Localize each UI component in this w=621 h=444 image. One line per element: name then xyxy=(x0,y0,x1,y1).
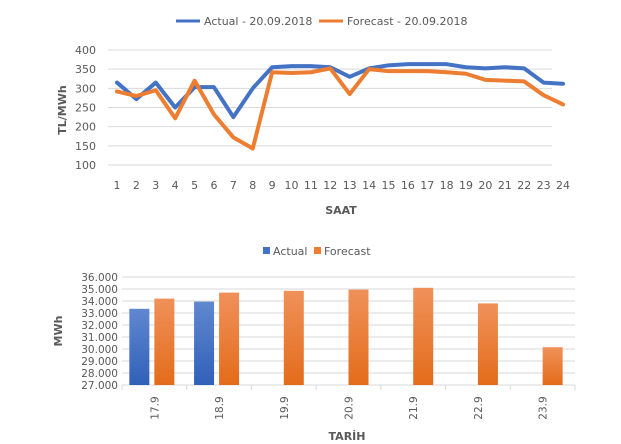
x-tick-label: 8 xyxy=(249,179,256,192)
series-line-forecast xyxy=(115,66,565,151)
x-tick-label: 6 xyxy=(210,179,217,192)
x-tick-label: 19.9 xyxy=(279,396,291,419)
bar-actual xyxy=(129,308,150,385)
y-tick-label: 150 xyxy=(75,140,96,153)
x-tick-label: 16 xyxy=(401,179,415,192)
x-axis-title: SAAT xyxy=(325,204,357,217)
legend-label: Actual - 20.09.2018 xyxy=(204,15,312,28)
bar-forecast xyxy=(542,347,563,385)
x-tick-label: 18.9 xyxy=(214,396,226,419)
x-tick-label: 22.9 xyxy=(473,396,485,419)
x-tick-label: 22 xyxy=(517,179,531,192)
series-line-actual xyxy=(115,62,565,120)
legend-swatch xyxy=(314,247,321,254)
x-tick-label: 3 xyxy=(152,179,159,192)
x-tick-label: 18 xyxy=(440,179,454,192)
y-tick-label: 300 xyxy=(75,82,96,95)
x-tick-label: 20.9 xyxy=(344,396,356,419)
y-tick-label: 30.000 xyxy=(81,344,118,356)
y-tick-label: 350 xyxy=(75,63,96,76)
y-tick-label: 34.000 xyxy=(81,296,118,308)
y-tick-label: 33.000 xyxy=(81,308,118,320)
bar-forecast xyxy=(348,289,369,385)
bar-forecast xyxy=(477,303,498,385)
x-tick-label: 14 xyxy=(362,179,376,192)
x-tick-label: 17 xyxy=(420,179,434,192)
x-tick-label: 21 xyxy=(498,179,512,192)
bar-forecast xyxy=(283,290,304,385)
x-tick-label: 11 xyxy=(304,179,318,192)
x-tick-label: 15 xyxy=(381,179,395,192)
y-tick-label: 29.000 xyxy=(81,356,118,368)
y-tick-label: 100 xyxy=(75,159,96,172)
y-tick-label: 36.000 xyxy=(81,272,118,284)
x-tick-label: 19 xyxy=(459,179,473,192)
y-tick-label: 35.000 xyxy=(81,284,118,296)
bar-forecast xyxy=(219,292,240,385)
y-tick-label: 250 xyxy=(75,102,96,115)
x-tick-label: 1 xyxy=(114,179,121,192)
x-tick-label: 9 xyxy=(269,179,276,192)
x-tick-label: 10 xyxy=(285,179,299,192)
y-axis-title: TL/MWh xyxy=(56,85,69,134)
y-tick-label: 27.000 xyxy=(81,380,118,392)
x-tick-label: 24 xyxy=(556,179,570,192)
bar-forecast xyxy=(413,287,434,385)
bar-forecast xyxy=(154,298,175,385)
y-axis-title: MWh xyxy=(52,316,65,347)
legend-swatch xyxy=(263,247,270,254)
x-tick-label: 12 xyxy=(323,179,337,192)
legend-label: Forecast - 20.09.2018 xyxy=(347,15,468,28)
x-tick-label: 20 xyxy=(478,179,492,192)
bar-actual xyxy=(194,301,215,385)
legend-label: Actual xyxy=(273,245,307,258)
y-tick-label: 400 xyxy=(75,44,96,57)
y-tick-label: 200 xyxy=(75,121,96,134)
x-tick-label: 21.9 xyxy=(408,396,420,419)
y-tick-label: 31.000 xyxy=(81,332,118,344)
x-tick-label: 23.9 xyxy=(538,396,550,419)
x-tick-label: 4 xyxy=(172,179,179,192)
x-tick-label: 13 xyxy=(343,179,357,192)
x-tick-label: 17.9 xyxy=(149,396,161,419)
x-tick-label: 7 xyxy=(230,179,237,192)
y-tick-label: 28.000 xyxy=(81,368,118,380)
legend-label: Forecast xyxy=(324,245,371,258)
y-tick-label: 32.000 xyxy=(81,320,118,332)
x-tick-label: 23 xyxy=(537,179,551,192)
x-axis-title: TARİH xyxy=(329,429,366,443)
x-tick-label: 2 xyxy=(133,179,140,192)
x-tick-label: 5 xyxy=(191,179,198,192)
